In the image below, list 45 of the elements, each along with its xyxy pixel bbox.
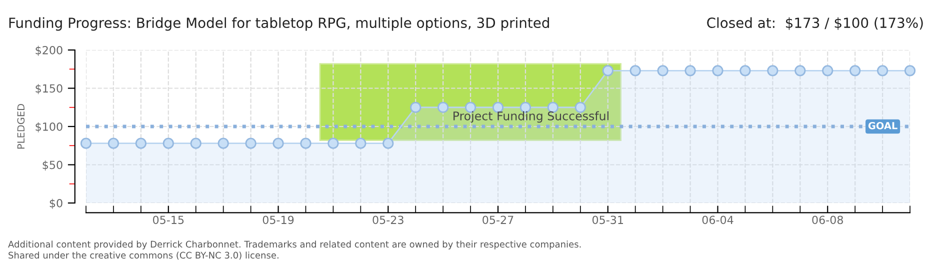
x-tick-label: 05-23 [372, 216, 404, 224]
point [630, 65, 641, 76]
point [300, 138, 312, 149]
x-tick-label: 06-04 [702, 216, 734, 224]
chart-subtitle: Closed at: $173 / $100 (173%) [707, 17, 923, 30]
point [740, 65, 751, 76]
point [245, 138, 256, 149]
x-tick-label: 05-27 [482, 216, 514, 224]
x-tick-label: 05-15 [152, 216, 184, 224]
point [108, 138, 120, 149]
chart-title: Funding Progress: Bridge Model for tabletop RPG, multiple options, 3D printed [9, 17, 549, 31]
y-axis-title: PLEDGED [17, 104, 25, 149]
ref-line-label: GOAL [868, 122, 898, 130]
point [135, 138, 146, 149]
point [328, 138, 339, 149]
y-tick-label: $150 [36, 84, 62, 94]
y-tick-label: $50 [42, 160, 62, 171]
point [767, 65, 778, 76]
text: Additional content provided by Derrick Charbonnet. Trademarks and related content are owned by their respective companies. [8, 240, 581, 250]
point [438, 102, 449, 113]
point [794, 65, 806, 76]
point [684, 65, 696, 76]
point [904, 65, 916, 76]
y-tick-label: $0 [50, 198, 62, 209]
y-tick-label: $100 [36, 122, 62, 132]
y-tick-label: $200 [36, 46, 62, 56]
x-tick-label: 06-08 [812, 216, 843, 224]
text: Shared under the creative commons (CC BY-NC 3.0) license. [8, 252, 278, 260]
point [190, 138, 202, 149]
point [162, 138, 174, 149]
annotation: Project Funding Successful [454, 111, 608, 123]
point [218, 138, 229, 149]
point [410, 102, 422, 113]
point [382, 138, 394, 149]
point [712, 65, 724, 76]
point [355, 138, 366, 149]
point [822, 65, 834, 76]
point [850, 65, 861, 76]
x-tick-label: 05-31 [592, 216, 623, 224]
x-tick-label: 05-19 [262, 216, 294, 224]
point [876, 65, 888, 76]
point [602, 65, 614, 76]
point [80, 138, 92, 149]
point [272, 138, 284, 149]
point [657, 65, 668, 76]
